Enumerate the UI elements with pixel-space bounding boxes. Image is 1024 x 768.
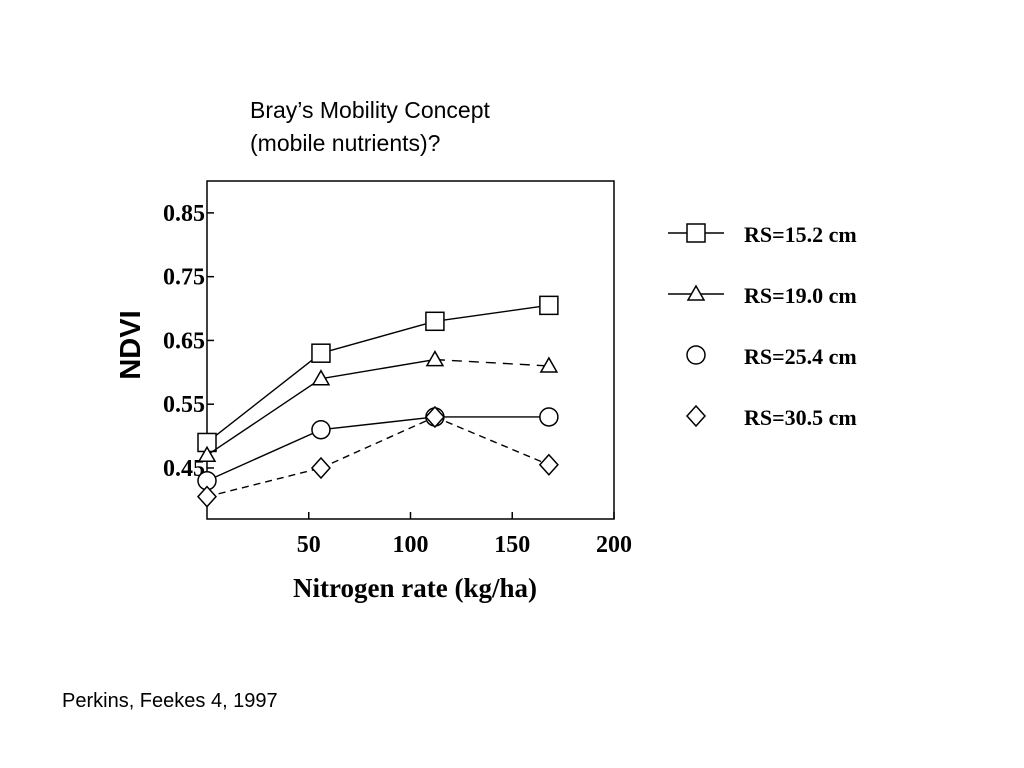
data-point-square bbox=[311, 343, 331, 363]
data-point-diamond bbox=[538, 453, 559, 476]
x-axis-label: Nitrogen rate (kg/ha) bbox=[293, 573, 537, 603]
data-point-square bbox=[539, 295, 559, 316]
legend-marker-square bbox=[686, 223, 706, 243]
legend-item: RS=19.0 cm bbox=[668, 283, 857, 308]
legend-marker-diamond bbox=[685, 404, 707, 428]
series-line-segment bbox=[320, 320, 436, 354]
series-line-segment bbox=[206, 467, 322, 498]
series-line-segment bbox=[206, 352, 322, 444]
x-axis: 50 100 150 200 bbox=[297, 512, 632, 558]
citation: Perkins, Feekes 4, 1997 bbox=[62, 690, 278, 712]
slide-title: Bray’s Mobility Concept (mobile nutrient… bbox=[250, 94, 490, 160]
data-point-triangle bbox=[425, 350, 445, 367]
y-tick-label: 0.75 bbox=[163, 265, 205, 291]
slide-title-line-1: Bray’s Mobility Concept bbox=[250, 97, 490, 123]
series-circle bbox=[197, 407, 559, 491]
series-line-segment bbox=[320, 416, 435, 431]
data-point-triangle bbox=[539, 356, 559, 373]
x-tick-label: 100 bbox=[393, 532, 429, 558]
y-axis-label: NDVI bbox=[115, 310, 147, 379]
legend-item: RS=15.2 cm bbox=[668, 222, 857, 247]
series-line-segment bbox=[206, 429, 322, 482]
series-line-segment bbox=[434, 304, 549, 322]
series-diamond bbox=[196, 405, 559, 508]
data-point-diamond bbox=[310, 456, 331, 480]
series-triangle bbox=[197, 350, 559, 462]
legend-marker-triangle bbox=[686, 284, 706, 301]
legend-label: RS=15.2 cm bbox=[744, 222, 857, 247]
series-line-segment bbox=[320, 416, 436, 469]
x-tick-label: 150 bbox=[494, 532, 530, 558]
series-line-segment bbox=[206, 378, 322, 456]
y-tick-label: 0.65 bbox=[163, 328, 205, 354]
slide-title-line-2: (mobile nutrients)? bbox=[250, 130, 441, 156]
series-line-segment bbox=[320, 358, 436, 380]
data-point-circle bbox=[311, 419, 331, 440]
y-tick-label: 0.85 bbox=[163, 201, 205, 227]
data-point-diamond bbox=[196, 485, 218, 508]
legend-label: RS=19.0 cm bbox=[744, 283, 857, 308]
legend-item: RS=30.5 cm bbox=[685, 404, 857, 430]
legend-marker-circle bbox=[686, 345, 706, 365]
y-tick-label: 0.55 bbox=[163, 392, 205, 418]
legend-label: RS=25.4 cm bbox=[744, 344, 857, 369]
data-series bbox=[196, 295, 559, 508]
data-point-square bbox=[425, 311, 445, 332]
legend-label: RS=30.5 cm bbox=[744, 405, 857, 430]
data-point-triangle bbox=[197, 445, 217, 462]
x-tick-label: 50 bbox=[297, 532, 321, 558]
data-point-diamond bbox=[424, 405, 445, 429]
legend-item: RS=25.4 cm bbox=[686, 344, 857, 369]
data-point-circle bbox=[539, 407, 559, 427]
series-square bbox=[197, 295, 559, 453]
data-point-triangle bbox=[311, 369, 331, 386]
series-line-segment bbox=[434, 358, 549, 367]
series-line-segment bbox=[434, 416, 550, 466]
legend: RS=15.2 cm RS=19.0 cm RS=25.4 cm RS=30.5 cm bbox=[668, 222, 857, 430]
x-tick-label: 200 bbox=[596, 532, 632, 558]
